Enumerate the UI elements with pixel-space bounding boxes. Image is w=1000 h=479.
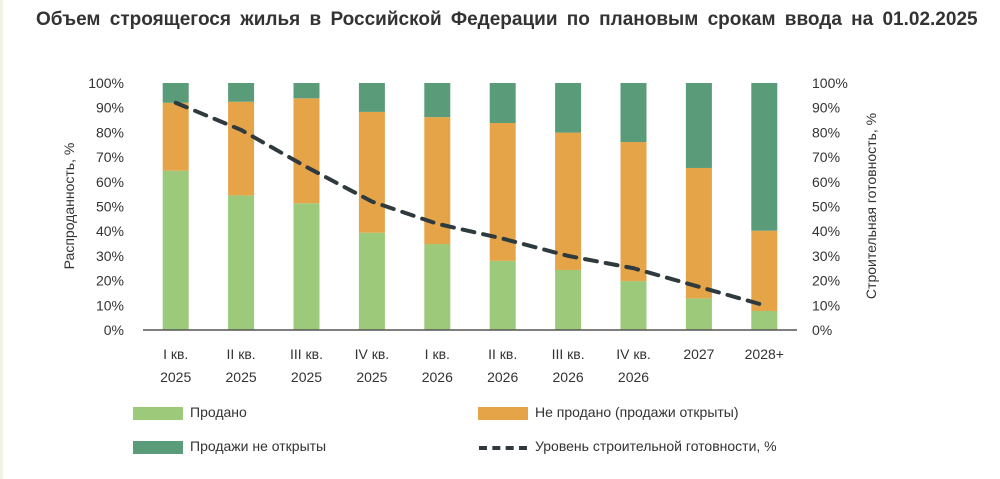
y-tick-right: 100% <box>812 75 848 91</box>
x-tick-label: 2026 <box>422 369 453 385</box>
y-axis-label-right: Строительная готовность, % <box>863 113 879 299</box>
x-tick-label: 2026 <box>618 369 649 385</box>
bar-segment-unsold <box>751 230 778 311</box>
chart-title: Объем строящегося жилья в Российской Фед… <box>36 9 978 30</box>
legend-swatch-sold <box>133 407 183 420</box>
legend-line-readiness <box>479 446 527 450</box>
bar-segment-not-open <box>358 83 385 112</box>
bar-segment-unsold <box>620 142 647 282</box>
y-tick-right: 20% <box>812 273 840 289</box>
x-tick-label: 2026 <box>553 369 584 385</box>
legend-label-not-open: Продажи не открыты <box>190 438 327 454</box>
bar-segment-sold <box>162 170 189 330</box>
readiness-line <box>173 100 767 308</box>
bar-segment-unsold <box>162 102 189 171</box>
y-tick-right: 90% <box>812 100 840 116</box>
x-tick-label: 2025 <box>160 369 191 385</box>
bar-segment-unsold <box>685 167 712 299</box>
bar-segment-sold <box>489 260 516 330</box>
bar-segment-sold <box>555 269 582 330</box>
legend-label-sold: Продано <box>190 404 247 420</box>
x-tick-label: II кв. <box>488 346 517 362</box>
bar-segment-not-open <box>424 83 451 118</box>
x-tick-label: II кв. <box>227 346 256 362</box>
y-tick-left: 100% <box>88 75 124 91</box>
y-tick-right: 30% <box>812 248 840 264</box>
x-tick-label: 2025 <box>291 369 322 385</box>
x-tick-label: III кв. <box>290 346 323 362</box>
bar-segment-not-open <box>620 83 647 143</box>
y-tick-left: 0% <box>104 322 124 338</box>
y-tick-left: 80% <box>96 124 124 140</box>
x-tick-label: IV кв. <box>355 346 390 362</box>
x-tick-label: I кв. <box>425 346 450 362</box>
legend-label-readiness: Уровень строительной готовности, % <box>535 438 777 454</box>
y-tick-right: 50% <box>812 199 840 215</box>
bar-segment-unsold <box>358 111 385 233</box>
bar-segment-sold <box>685 298 712 330</box>
y-tick-left: 20% <box>96 273 124 289</box>
bar-segment-unsold <box>228 101 255 196</box>
legend-label-unsold: Не продано (продажи открыты) <box>535 404 739 420</box>
bar-segment-sold <box>424 244 451 330</box>
y-tick-left: 50% <box>96 199 124 215</box>
y-tick-left: 30% <box>96 248 124 264</box>
x-tick-label: 2026 <box>487 369 518 385</box>
left-edge-border <box>0 0 3 479</box>
y-tick-right: 0% <box>812 322 832 338</box>
bar-segment-sold <box>228 195 255 330</box>
bar-segment-not-open <box>162 83 189 103</box>
bar-segment-unsold <box>555 132 582 270</box>
y-tick-left: 60% <box>96 174 124 190</box>
x-tick-label: 2028+ <box>745 346 784 362</box>
x-tick-label: 2025 <box>356 369 387 385</box>
bar-segment-sold <box>751 310 778 330</box>
x-tick-label: I кв. <box>163 346 188 362</box>
y-tick-left: 40% <box>96 223 124 239</box>
y-tick-right: 70% <box>812 149 840 165</box>
y-tick-left: 70% <box>96 149 124 165</box>
bar-segment-sold <box>358 232 385 330</box>
bar-segment-not-open <box>489 83 516 124</box>
x-tick-label: 2025 <box>226 369 257 385</box>
x-tick-label: 2027 <box>683 346 714 362</box>
bar-segment-sold <box>293 203 320 330</box>
chart-plot: Распроданность, % Строительная готовност… <box>61 75 879 385</box>
y-tick-left: 90% <box>96 100 124 116</box>
y-axis-label-left: Распроданность, % <box>61 143 77 270</box>
x-tick-label: IV кв. <box>616 346 651 362</box>
legend-swatch-not-open <box>133 441 183 454</box>
y-tick-right: 40% <box>812 223 840 239</box>
bar-segment-sold <box>620 281 647 330</box>
y-tick-right: 60% <box>812 174 840 190</box>
x-tick-label: III кв. <box>552 346 585 362</box>
bar-segment-not-open <box>293 83 320 99</box>
y-tick-right: 80% <box>812 124 840 140</box>
bar-segment-not-open <box>555 83 582 133</box>
bar-segment-not-open <box>685 83 712 168</box>
y-tick-right: 10% <box>812 297 840 313</box>
legend-swatch-unsold <box>478 407 528 420</box>
bar-segment-not-open <box>751 83 778 231</box>
bar-segment-not-open <box>228 83 255 102</box>
bar-segment-unsold <box>293 98 320 204</box>
y-tick-left: 10% <box>96 297 124 313</box>
